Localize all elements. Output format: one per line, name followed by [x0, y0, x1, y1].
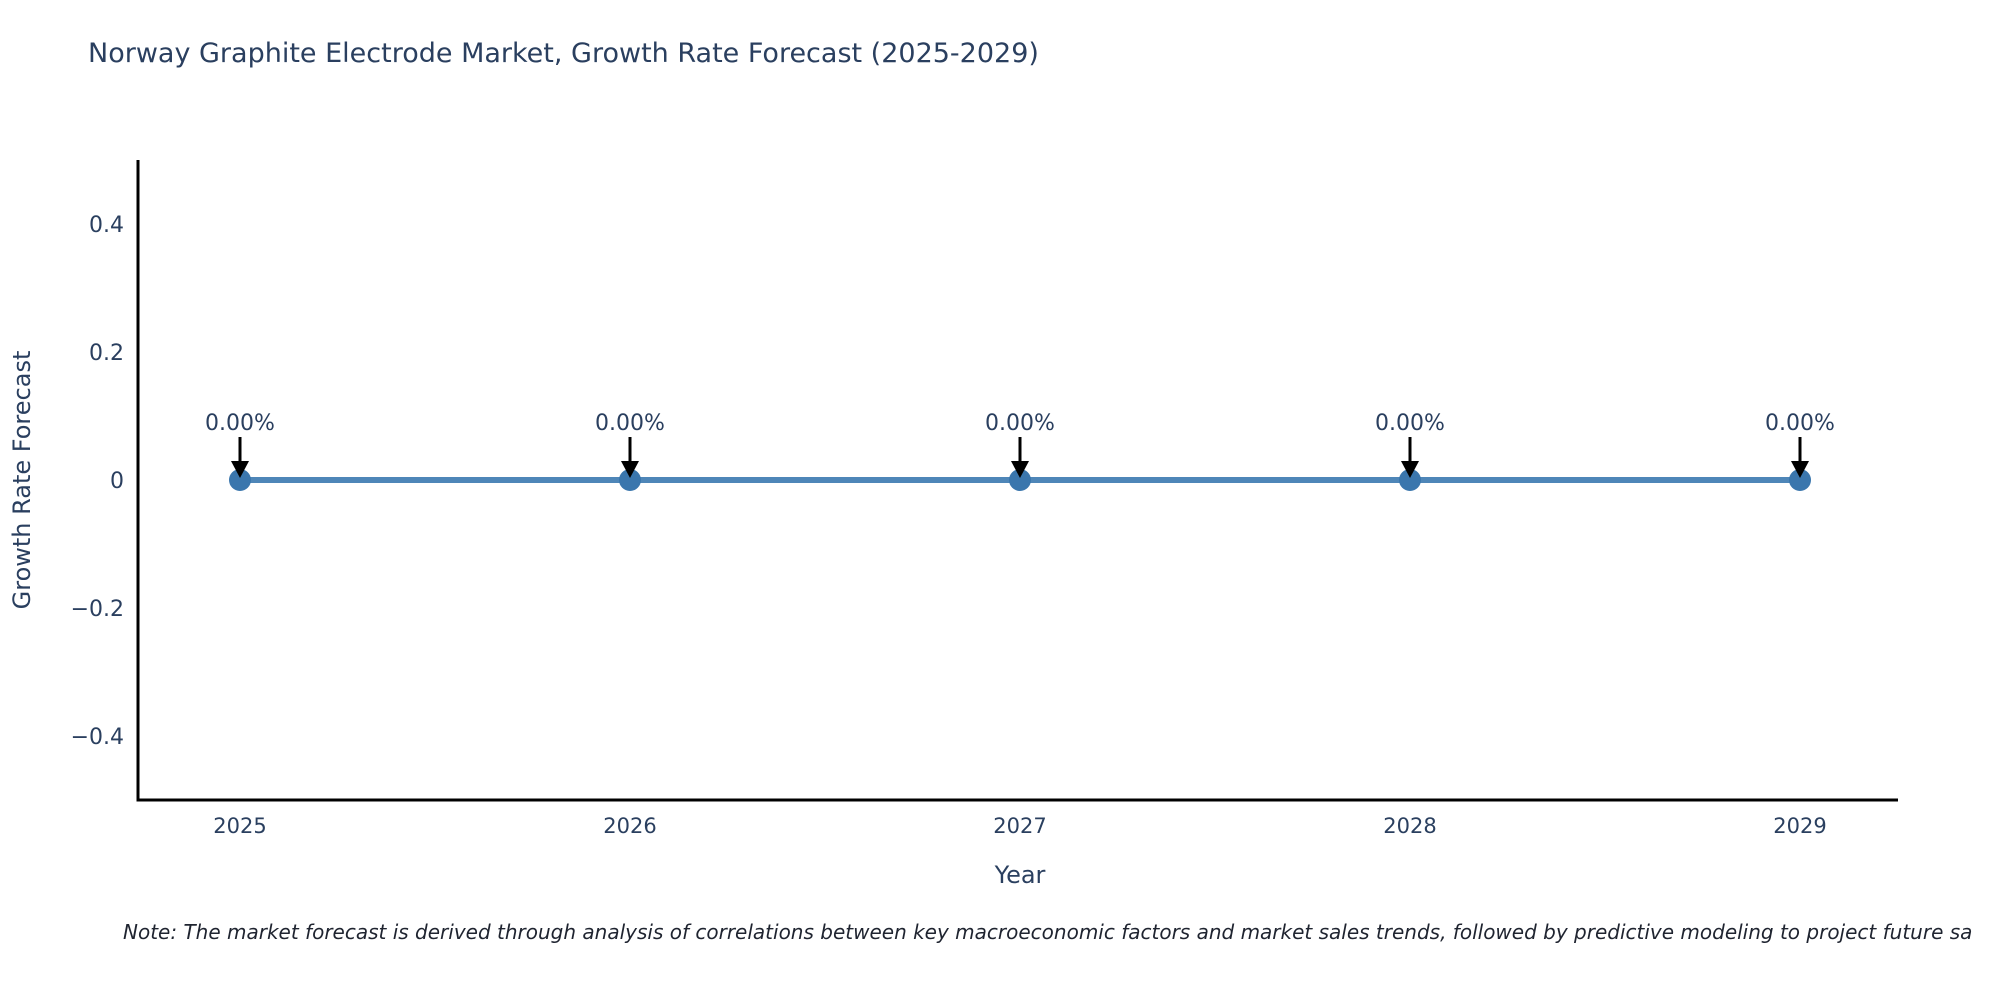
data-point-marker	[1789, 469, 1811, 491]
point-annotation: 0.00%	[595, 411, 665, 436]
x-tick-label: 2029	[1773, 814, 1826, 838]
chart-title: Norway Graphite Electrode Market, Growth…	[88, 38, 1039, 69]
annotation-arrowhead	[1401, 461, 1419, 478]
y-tick-label: −0.2	[71, 597, 124, 622]
annotation-arrowhead	[231, 461, 249, 478]
y-tick-label: 0	[110, 469, 124, 494]
annotation-arrowhead	[1791, 461, 1809, 478]
x-tick-label: 2025	[213, 814, 266, 838]
x-tick-label: 2028	[1383, 814, 1436, 838]
point-annotation: 0.00%	[1765, 411, 1835, 436]
data-point-marker	[1399, 469, 1421, 491]
data-point-marker	[619, 469, 641, 491]
x-tick-label: 2026	[603, 814, 656, 838]
y-tick-label: 0.2	[89, 341, 124, 366]
data-point-marker	[1009, 469, 1031, 491]
annotation-arrowhead	[1011, 461, 1029, 478]
x-axis-title: Year	[994, 861, 1046, 889]
y-tick-label: −0.4	[71, 725, 124, 750]
methodology-note: Note: The market forecast is derived thr…	[123, 920, 1973, 944]
data-point-marker	[229, 469, 251, 491]
y-axis-title: Growth Rate Forecast	[8, 351, 36, 610]
point-annotation: 0.00%	[205, 411, 275, 436]
point-annotation: 0.00%	[1375, 411, 1445, 436]
point-annotation: 0.00%	[985, 411, 1055, 436]
axis-spines	[136, 160, 1898, 802]
annotation-arrowhead	[621, 461, 639, 478]
x-tick-label: 2027	[993, 814, 1046, 838]
y-tick-label: 0.4	[89, 213, 124, 238]
